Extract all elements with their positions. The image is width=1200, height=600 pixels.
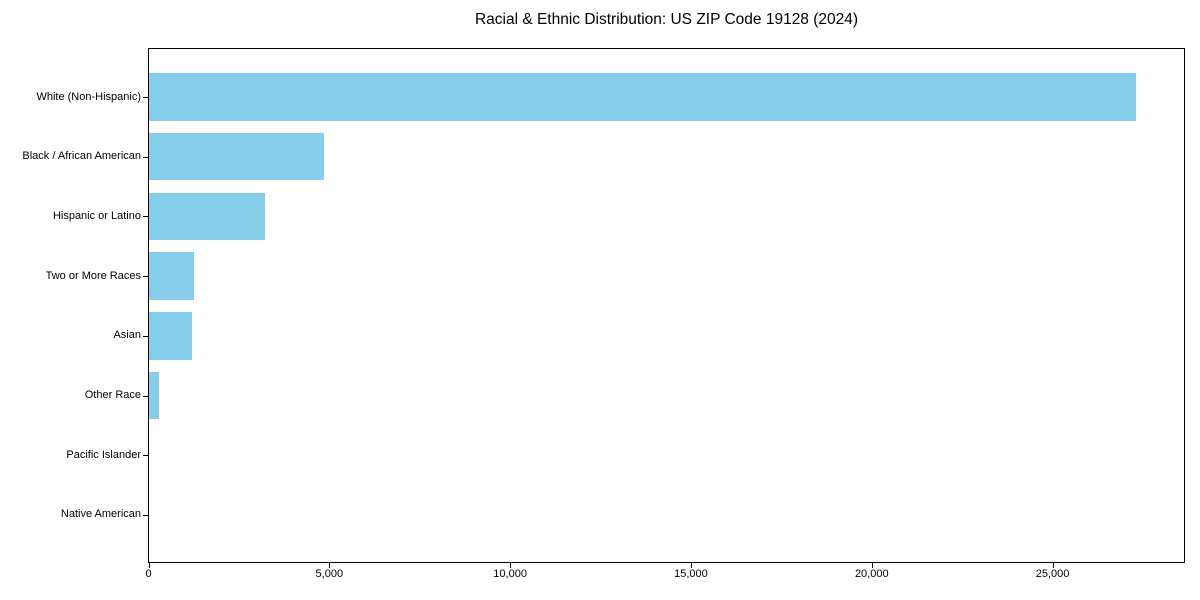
y-tick-label: White (Non-Hispanic) (36, 90, 141, 103)
bar (149, 312, 193, 360)
y-tick-mark (143, 335, 148, 337)
bar (149, 133, 325, 181)
x-tick-label: 0 (145, 568, 152, 580)
x-tick-label: 15,000 (674, 568, 708, 580)
y-tick-mark (143, 455, 148, 457)
x-tick-mark (1052, 563, 1054, 568)
x-tick-mark (871, 563, 873, 568)
y-tick-mark (143, 156, 148, 158)
y-tick-mark (143, 514, 148, 516)
x-tick-label: 5,000 (315, 568, 344, 580)
y-tick-label: Other Race (84, 389, 141, 402)
y-tick-mark (143, 216, 148, 218)
bar (149, 192, 265, 241)
y-tick-label: Black / African American (22, 150, 141, 163)
chart-title: Racial & Ethnic Distribution: US ZIP Cod… (474, 11, 859, 28)
bar (149, 252, 195, 300)
y-tick-label: Pacific Islander (66, 448, 141, 461)
y-tick-mark (143, 97, 148, 98)
bar (149, 371, 160, 420)
y-tick-label: Two or More Races (45, 269, 141, 282)
x-tick-mark (148, 563, 150, 568)
x-tick-label: 25,000 (1035, 568, 1070, 580)
x-tick-mark (690, 563, 692, 568)
y-tick-label: Hispanic or Latino (52, 209, 141, 222)
y-tick-label: Asian (113, 329, 141, 342)
x-tick-mark (510, 563, 512, 568)
x-tick-label: 10,000 (493, 568, 527, 580)
y-tick-label: Native American (60, 508, 141, 521)
x-tick-mark (329, 563, 331, 568)
bar (149, 73, 1137, 121)
y-tick-mark (143, 276, 148, 278)
x-tick-label: 20,000 (854, 568, 889, 580)
y-tick-mark (143, 395, 148, 397)
plot-area (148, 48, 1185, 563)
